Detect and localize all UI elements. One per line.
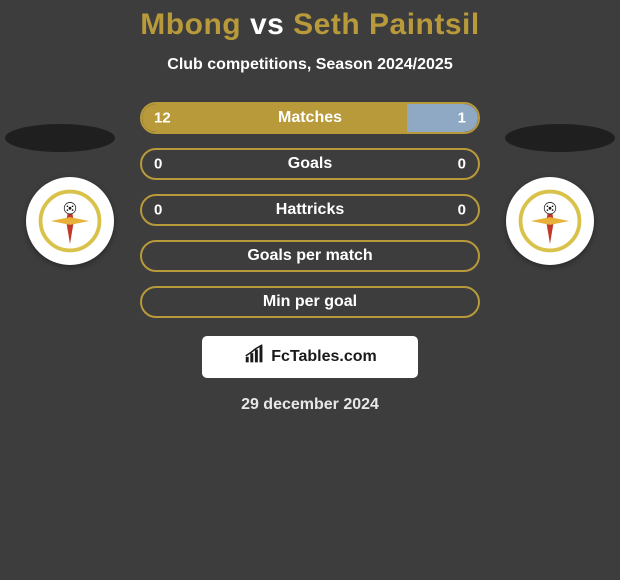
title-player2: Seth Paintsil [293,8,480,41]
player1-crest [26,177,114,265]
snapshot-date: 29 december 2024 [0,396,620,414]
title-vs: vs [250,8,284,41]
stat-bar: Goals per match [140,240,480,272]
stat-label: Matches [278,109,342,127]
stat-bar: 12 1 Matches [140,102,480,134]
stat-bar: 0 0 Hattricks [140,194,480,226]
page-title: Mbong vs Seth Paintsil [0,0,620,42]
stat-fill-right [407,104,478,132]
stat-value-right: 0 [458,202,466,219]
stat-label: Goals per match [247,247,372,265]
stat-value-left: 0 [154,202,162,219]
stat-label: Min per goal [263,293,357,311]
stat-value-left: 12 [154,110,171,127]
shadow-ellipse-left [5,124,115,152]
subtitle: Club competitions, Season 2024/2025 [0,56,620,74]
brand-badge: FcTables.com [202,336,418,378]
player2-crest [506,177,594,265]
stat-value-right: 0 [458,156,466,173]
shadow-ellipse-right [505,124,615,152]
comparison-canvas: Mbong vs Seth Paintsil Club competitions… [0,0,620,580]
stat-bar: 0 0 Goals [140,148,480,180]
stat-fill-left [142,104,407,132]
title-player1: Mbong [140,8,241,41]
stat-value-left: 0 [154,156,162,173]
brand-chart-icon [243,344,265,371]
stat-label: Hattricks [276,201,344,219]
brand-text: FcTables.com [271,348,377,366]
stat-bar: Min per goal [140,286,480,318]
stat-value-right: 1 [458,110,466,127]
stat-label: Goals [288,155,332,173]
